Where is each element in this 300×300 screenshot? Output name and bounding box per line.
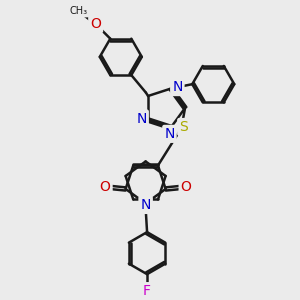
Text: O: O <box>90 17 101 31</box>
Text: O: O <box>100 180 111 194</box>
Text: CH₃: CH₃ <box>69 6 87 16</box>
Text: S: S <box>179 120 188 134</box>
Text: F: F <box>143 284 151 298</box>
Text: O: O <box>181 180 191 194</box>
Text: N: N <box>172 80 182 94</box>
Text: N: N <box>164 127 175 141</box>
Text: N: N <box>140 198 151 212</box>
Text: N: N <box>136 112 147 126</box>
